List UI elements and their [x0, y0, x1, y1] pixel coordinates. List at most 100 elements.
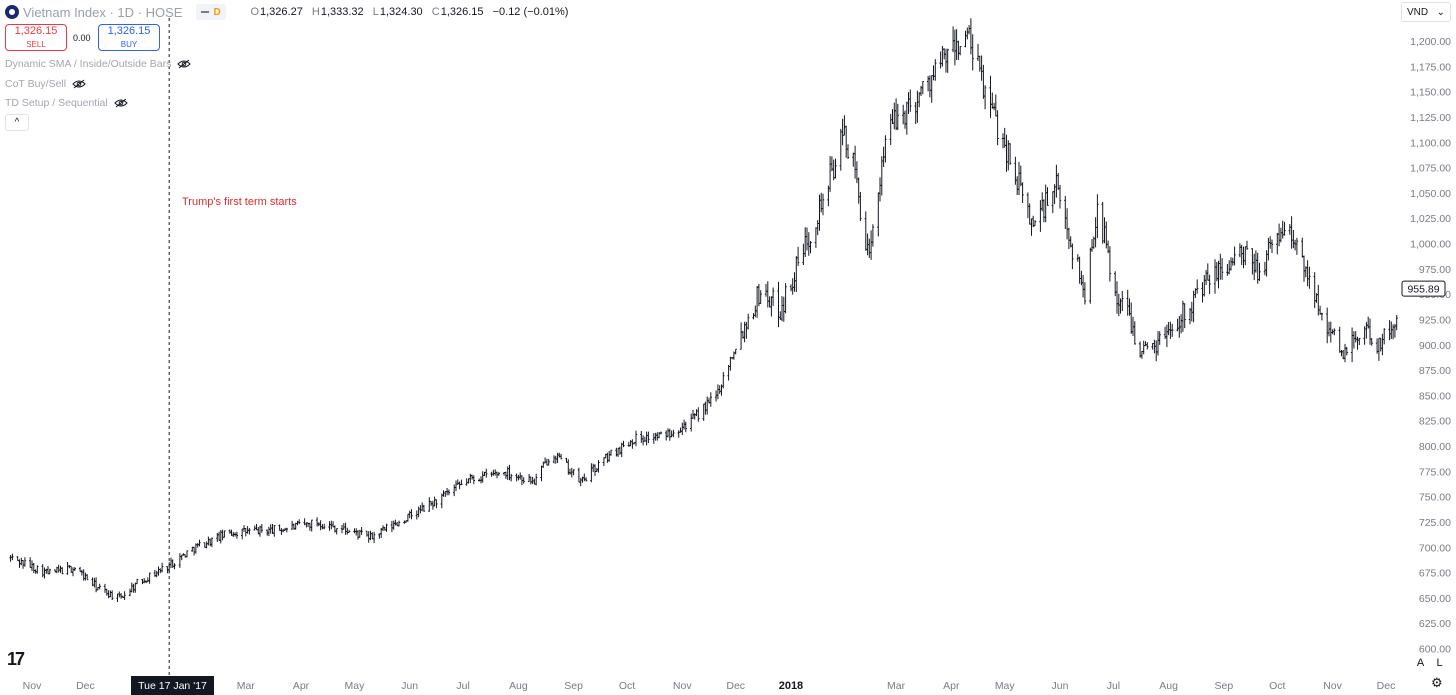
ohlc-bar [273, 525, 276, 537]
ohlc-bar [921, 81, 924, 95]
ohlc-bar [217, 531, 221, 541]
ohlc-bar [1206, 263, 1209, 281]
x-tick-label: Jun [401, 680, 418, 692]
hidden-eye-icon[interactable] [72, 79, 86, 89]
ohlc-bar [442, 490, 445, 497]
ohlc-bar [271, 524, 274, 534]
ohlc-bar [196, 543, 199, 548]
symbol-title[interactable]: Vietnam Index · 1D · HOSE [23, 4, 183, 20]
ohlc-bar [453, 484, 456, 497]
gear-icon[interactable]: ⚙ [1431, 675, 1443, 690]
ohlc-bar [1108, 246, 1112, 282]
ohlc-bar [472, 475, 475, 485]
ohlc-bar [894, 98, 898, 131]
ohlc-bar [902, 104, 905, 125]
ohlc-bar [759, 290, 762, 304]
ohlc-bar [577, 467, 581, 483]
ohlc-bar [584, 477, 588, 482]
ohlc-bar [460, 479, 463, 486]
ohlc-bar [839, 128, 842, 171]
y-tick-label: 1,150.00 [1410, 87, 1451, 99]
indicator-row-dynamic-sma[interactable]: Dynamic SMA / Inside/Outside Bars [5, 58, 192, 70]
y-tick-label: 1,000.00 [1410, 239, 1451, 251]
ohlc-bar [71, 567, 75, 577]
ohlc-bar [1188, 307, 1192, 325]
ohlc-bar [93, 577, 96, 588]
ohlc-bar [1370, 338, 1373, 346]
ohlc-bar [816, 220, 819, 236]
log-scale-button[interactable]: L [1431, 654, 1448, 671]
ohlc-bar [1081, 275, 1085, 298]
ohlc-bar [570, 467, 573, 478]
ohlc-bar [641, 435, 645, 446]
indicator-row-cot[interactable]: CoT Buy/Sell [5, 78, 86, 90]
buy-button[interactable]: 1,326.15 BUY [98, 24, 160, 51]
ohlc-bar [1381, 333, 1384, 356]
ohlc-bar [679, 427, 682, 433]
ohlc-bar [1313, 272, 1316, 309]
ohlc-bar [30, 560, 34, 571]
ohlc-bar [709, 392, 712, 407]
ohlc-bar [492, 469, 495, 476]
ohlc-bar [809, 241, 812, 254]
ohlc-bar [59, 565, 62, 573]
ohlc-bar [1395, 315, 1398, 331]
close-label: C [431, 6, 440, 18]
ohlc-bar [659, 431, 663, 435]
ohlc-bar [1340, 350, 1343, 357]
ohlc-bar [267, 526, 271, 537]
ohlc-bar [80, 569, 84, 576]
ohlc-bar [828, 156, 832, 192]
x-tick-label: May [345, 680, 366, 692]
ohlc-bar [1338, 326, 1341, 353]
ohlc-bar [1103, 217, 1106, 244]
auto-scale-button[interactable]: A [1412, 654, 1429, 671]
ohlc-bar [1133, 321, 1136, 345]
event-annotation[interactable]: Trump's first term starts [182, 196, 297, 208]
currency-select[interactable]: VND ⌄ [1401, 2, 1451, 22]
ohlc-bar [618, 446, 622, 455]
ohlc-bar [1028, 203, 1031, 225]
tradingview-logo[interactable]: 17 [7, 649, 25, 669]
ohlc-bar [29, 557, 32, 569]
hidden-eye-icon[interactable] [177, 59, 192, 69]
ohlc-bar [859, 192, 862, 222]
ohlc-bar [1279, 227, 1283, 243]
ohlc-bar [955, 29, 958, 61]
ohlc-bar [951, 26, 955, 53]
ohlc-bar [61, 567, 64, 575]
x-tick-label: Apr [943, 680, 960, 692]
ohlc-bar [791, 278, 794, 295]
ohlc-bar [807, 232, 810, 256]
x-tick-label: Jul [1107, 680, 1120, 692]
ohlc-bar [1345, 346, 1348, 356]
ohlc-bar [969, 18, 973, 55]
ohlc-bar [745, 321, 748, 339]
sell-button[interactable]: 1,326.15 SELL [5, 24, 67, 51]
ohlc-bar [1244, 246, 1247, 266]
ohlc-bar [223, 530, 226, 538]
ohlc-bar [185, 550, 189, 558]
ohlc-bar [353, 528, 356, 534]
ohlc-bar [971, 34, 974, 71]
ohlc-bar [739, 322, 743, 350]
ohlc-bar [66, 562, 69, 575]
interval-menu-button[interactable]: D [196, 4, 227, 20]
indicator-row-td-setup[interactable]: TD Setup / Sequential [5, 97, 128, 109]
y-tick-label: 800.00 [1419, 441, 1451, 453]
ohlc-bar [559, 453, 563, 460]
ohlc-bar [485, 468, 488, 478]
currency-label: VND [1407, 6, 1429, 18]
ohlc-bar [497, 472, 500, 476]
ohlc-bar [1065, 208, 1069, 240]
ohlc-bar [695, 409, 698, 417]
collapse-legend-button[interactable]: ^ [5, 114, 29, 131]
ohlc-bar [1151, 343, 1154, 350]
ohlc-bar [593, 464, 597, 476]
ohlc-bar [298, 519, 301, 525]
ohlc-bar [916, 90, 919, 123]
ohlc-bar [1352, 331, 1356, 349]
hidden-eye-icon[interactable] [114, 98, 128, 108]
y-tick-label: 925.00 [1419, 314, 1451, 326]
